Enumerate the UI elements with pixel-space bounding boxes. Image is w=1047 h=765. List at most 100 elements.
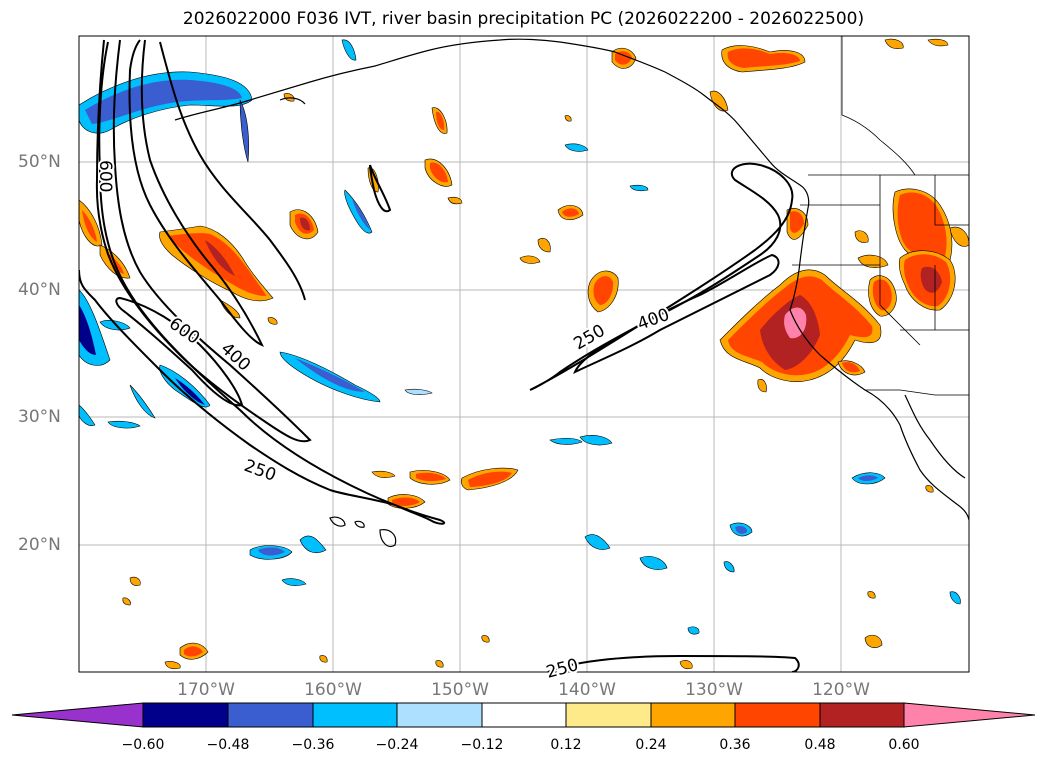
lat-label-50n: 50°N: [18, 152, 61, 172]
ivt-contour-45n-small: [369, 164, 392, 213]
colorbar-extend-right: [903, 702, 1036, 728]
lon-label-130w: 130°W: [685, 680, 743, 700]
red-patch-43n-a: [537, 238, 551, 253]
border-us-mexico: [865, 389, 969, 396]
red-patch-small-e: [435, 660, 444, 668]
colorbar-bin-4: [396, 702, 483, 728]
red-patch-42n-band-deep: [205, 240, 235, 276]
colorbar-bin-6: [565, 702, 652, 728]
contour-label-250-south: 250: [544, 655, 581, 683]
colorbar-tick-2: −0.48: [206, 737, 250, 753]
ivt-contour-400-east: [573, 253, 780, 375]
red-patch-utah-deep: [920, 266, 942, 293]
red-patch-west-45n-core: [82, 210, 97, 242]
red-patch-akgulf-b-core: [727, 48, 800, 68]
red-patch-small-a: [283, 93, 295, 102]
ivt-contour-west-inner: [95, 39, 312, 443]
red-patch-11n-a: [164, 661, 181, 670]
blue-patch-17n: [281, 578, 307, 586]
colorbar-tick-7: 0.24: [635, 737, 667, 753]
colorbar-tick-8: 0.36: [719, 737, 751, 753]
blue-patch-west-small: [99, 320, 131, 331]
coast-hawaii: [329, 516, 397, 548]
red-patch-idaho-core: [897, 192, 947, 261]
blue-patch-138w-28n: [579, 435, 613, 446]
colorbar-bin-1: [142, 702, 229, 728]
red-patch-small-f: [925, 485, 934, 493]
blue-patch-20n-a-core: [258, 547, 285, 556]
red-patch-17n-a: [129, 576, 141, 586]
blue-patch-135w-47n: [629, 184, 649, 192]
red-patch-37n-small: [267, 317, 278, 325]
coast-aleutians: [174, 49, 431, 121]
red-patch-cal-south-small: [757, 379, 767, 393]
colorbar-bin-8: [734, 702, 821, 728]
positive-pc-patches: [79, 38, 969, 670]
colorbar-tick-1: −0.60: [121, 737, 165, 753]
map-title: 2026022000 F036 IVT, river basin precipi…: [182, 9, 865, 29]
red-patch-ne-a: [884, 38, 904, 50]
red-patch-24n-core: [392, 497, 420, 506]
red-patch-46n-deep: [300, 217, 310, 231]
coast-baja: [904, 394, 966, 479]
lon-label-160w: 160°W: [304, 680, 362, 700]
red-patch-wy-edge: [949, 226, 969, 247]
colorbar-bin-7: [650, 702, 736, 728]
colorbar-bin-5: [481, 702, 567, 728]
red-patch-45n-core: [562, 208, 579, 217]
blue-patch-160w-58n: [341, 39, 357, 61]
red-patch-48n-small: [447, 196, 463, 205]
red-patch-cal-south-core: [842, 362, 860, 373]
lat-label-30n: 30°N: [18, 407, 61, 427]
blue-patch-112w-16n: [949, 591, 961, 605]
contour-label-400-east: 400: [635, 305, 672, 335]
red-patch-small-b: [564, 115, 572, 122]
red-patch-16n-core: [184, 646, 203, 657]
red-patch-16n-b: [122, 597, 131, 606]
coastlines: [174, 38, 969, 548]
ivt-contour-west-outer: [79, 41, 446, 525]
colorbar-bin-2: [227, 702, 314, 728]
colorbar-tick-10: 0.60: [888, 737, 920, 753]
blue-patch-135w-19n: [639, 556, 668, 570]
ivt-contours: [79, 39, 800, 672]
red-patch-nevada-core: [872, 279, 892, 311]
colorbar-tick-5: −0.12: [460, 737, 504, 753]
border-mt: [934, 175, 969, 226]
ivt-contour-48n-a: [159, 41, 306, 301]
red-patch-ne-b: [927, 38, 949, 47]
red-patch-akgulf-a-core: [615, 51, 632, 65]
blue-patch-35n-band-core: [295, 358, 365, 392]
red-patch-42n-small: [857, 254, 889, 268]
blue-patch-134w-11n: [687, 626, 700, 635]
lon-label-170w: 170°W: [177, 680, 235, 700]
lon-label-150w: 150°W: [431, 680, 489, 700]
red-patch-small-d: [319, 655, 328, 663]
red-patch-42n-band-core: [168, 233, 266, 296]
border-ak-canada: [841, 36, 916, 176]
colorbar-tick-3: −0.36: [291, 737, 335, 753]
map-frame: [78, 35, 970, 673]
colorbar-extend-left: [11, 702, 144, 728]
ivt-contour-600-loop: [115, 296, 244, 407]
lat-label-40n: 40°N: [18, 280, 61, 300]
red-patch-51n-core: [430, 162, 448, 183]
blue-patch-aleutian-core: [85, 79, 242, 124]
red-patch-25n-b-core: [416, 472, 446, 482]
blue-patch-142w-28n: [549, 437, 583, 445]
red-patch-132w-11n: [679, 660, 693, 670]
colorbar: [11, 702, 1036, 728]
contour-label-250-east: 250: [571, 321, 609, 355]
political-borders: [792, 36, 969, 396]
ivt-contour-600-west: [128, 39, 265, 347]
colorbar-bin-9: [819, 702, 905, 728]
blue-patch-32n: [404, 388, 433, 395]
blue-patch-48n-core: [352, 198, 370, 230]
blue-patch-west-lower: [79, 404, 96, 426]
red-patch-38n-tail: [219, 299, 241, 319]
lon-label-140w: 140°W: [558, 680, 616, 700]
border-ca-nv: [879, 265, 921, 346]
red-patch-39n-core: [593, 276, 614, 305]
blue-patch-128w-22n-core: [735, 525, 748, 534]
